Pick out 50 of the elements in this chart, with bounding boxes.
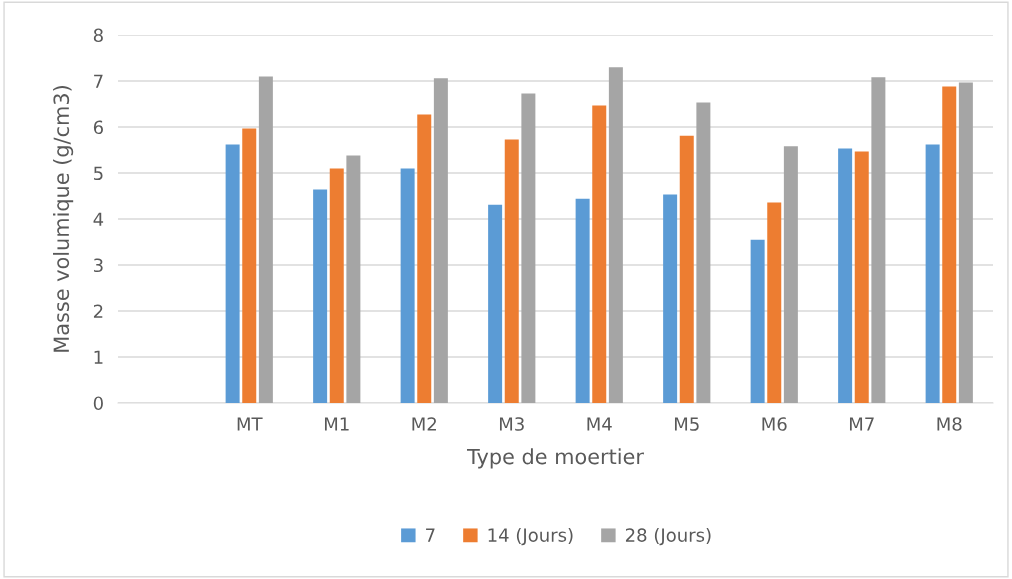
bar [854,151,869,403]
legend-label: 28 (Jours) [625,527,711,546]
bar [783,146,798,403]
y-tick-label: 4 [93,212,104,226]
bar [417,114,432,403]
bar [958,82,973,403]
x-axis-title: Type de moertier [466,448,644,469]
y-tick-label: 0 [93,396,103,411]
y-tick-label: 6 [93,120,103,135]
bar [608,67,623,403]
bar [329,168,344,403]
x-tick-label: M2 [412,417,436,431]
bar [942,86,957,403]
bar [521,93,536,403]
bar [838,148,853,403]
x-tick-label: M6 [762,417,787,431]
bar [242,128,257,403]
x-tick-label: M5 [674,417,699,431]
x-tick-label: M1 [324,417,349,431]
bar [504,139,519,403]
y-tick-label: 2 [93,304,103,318]
x-tick-label: M4 [587,417,612,431]
bar [258,76,273,403]
bar [433,78,448,403]
bar [592,105,607,403]
bar [925,144,940,403]
bar [696,102,711,403]
bar [767,202,782,403]
bar [575,198,590,403]
bar [750,239,765,403]
x-tick-label: M3 [499,417,524,431]
bar [488,204,503,403]
bar [663,194,678,403]
bar [313,189,328,403]
y-axis-title: Masse volumique (g/cm3) [53,86,74,352]
y-tick-label: 3 [94,258,103,273]
bar [346,155,361,403]
legend-label: 7 [426,528,435,542]
y-tick-label: 7 [94,74,103,88]
bar [871,77,886,403]
x-tick-label: M8 [937,417,962,431]
x-tick-label: M7 [849,417,874,431]
y-tick-label: 5 [94,166,103,181]
y-tick-label: 8 [93,28,103,43]
x-tick-label: MT [237,417,263,431]
bar [679,135,694,403]
legend-label: 14 (Jours) [488,527,573,546]
y-tick-label: 1 [94,350,103,364]
bar [225,144,240,403]
bar [400,168,415,403]
